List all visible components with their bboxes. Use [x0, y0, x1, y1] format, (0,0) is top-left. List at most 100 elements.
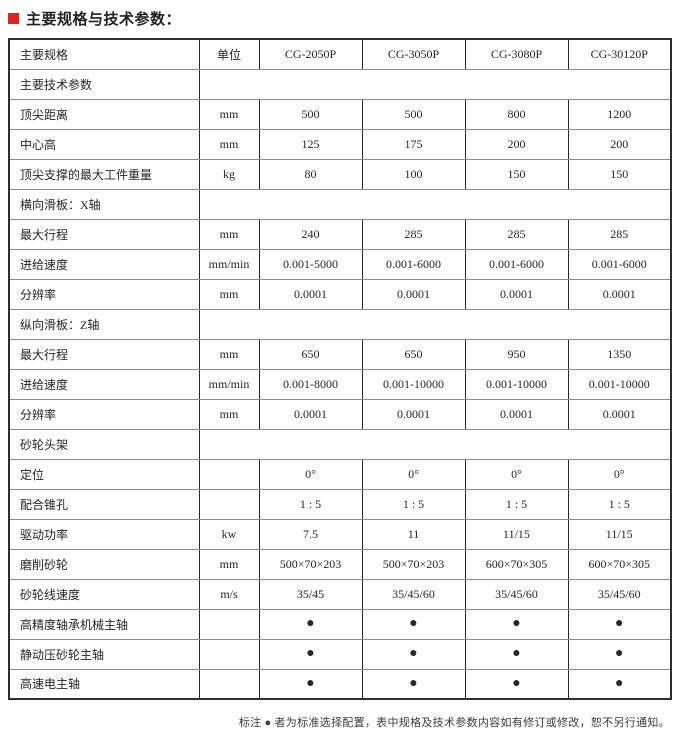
value-cell: 0.0001: [464, 398, 569, 430]
value-cell: 500×70×203: [258, 548, 363, 580]
spec-label-cell: 最大行程: [8, 218, 200, 250]
value-cell: 150: [464, 158, 569, 190]
value-cell: 0.001-5000: [258, 248, 363, 280]
value-cell: 285: [464, 218, 569, 250]
table-row: 定位 0° 0° 0° 0°: [8, 458, 672, 490]
value-cell: 285: [567, 218, 672, 250]
standard-config-dot: ●: [567, 668, 672, 700]
spec-table: 主要规格 单位 CG-2050P CG-3050P CG-3080P CG-30120P …: [8, 38, 672, 700]
value-cell: 800: [464, 98, 569, 130]
value-cell: 1 : 5: [567, 488, 672, 520]
unit-cell: kg: [198, 158, 260, 190]
value-cell: 200: [567, 128, 672, 160]
spec-label-cell: 分辨率: [8, 398, 200, 430]
unit-cell: mm: [198, 338, 260, 370]
unit-cell: mm: [198, 398, 260, 430]
spec-label-cell: 分辨率: [8, 278, 200, 310]
value-cell: 0.0001: [464, 278, 569, 310]
value-cell: 11/15: [567, 518, 672, 550]
unit-cell: kw: [198, 518, 260, 550]
value-cell: 175: [361, 128, 466, 160]
col-header-model: CG-2050P: [258, 38, 363, 70]
spec-label-cell: 进给速度: [8, 368, 200, 400]
table-row: 分辨率 mm 0.0001 0.0001 0.0001 0.0001: [8, 398, 672, 430]
spec-label-cell: 高精度轴承机械主轴: [8, 608, 200, 640]
value-cell: 0.0001: [361, 278, 466, 310]
unit-cell: mm: [198, 98, 260, 130]
section-label-cell: 横向滑板：X轴: [8, 188, 200, 220]
value-cell: 650: [361, 338, 466, 370]
unit-cell: mm: [198, 278, 260, 310]
value-cell: 11: [361, 518, 466, 550]
value-cell: 0.001-10000: [464, 368, 569, 400]
table-row: 最大行程 mm 240 285 285 285: [8, 218, 672, 250]
unit-cell: [198, 608, 260, 640]
table-row: 分辨率 mm 0.0001 0.0001 0.0001 0.0001: [8, 278, 672, 310]
section-row: 横向滑板：X轴: [8, 188, 672, 220]
col-header-unit: 单位: [198, 38, 260, 70]
standard-config-dot: ●: [361, 668, 466, 700]
unit-cell: mm/min: [198, 368, 260, 400]
table-row: 顶尖距离 mm 500 500 800 1200: [8, 98, 672, 130]
value-cell: 240: [258, 218, 363, 250]
spec-label-cell: 顶尖距离: [8, 98, 200, 130]
value-cell: 35/45: [258, 578, 363, 610]
section-label-cell: 砂轮头架: [8, 428, 200, 460]
value-cell: 600×70×305: [464, 548, 569, 580]
unit-cell: [198, 668, 260, 700]
value-cell: 1350: [567, 338, 672, 370]
table-row: 最大行程 mm 650 650 950 1350: [8, 338, 672, 370]
table-row: 驱动功率 kw 7.5 11 11/15 11/15: [8, 518, 672, 550]
value-cell: 35/45/60: [567, 578, 672, 610]
section-row: 砂轮头架: [8, 428, 672, 460]
section-span-cell: [198, 428, 672, 460]
footnote: 标注 ● 者为标准选择配置，表中规格及技术参数内容如有修订或修改，恕不另行通知。: [238, 717, 670, 729]
unit-cell: [198, 458, 260, 490]
value-cell: 650: [258, 338, 363, 370]
standard-config-dot: ●: [258, 668, 363, 700]
table-row: 进给速度 mm/min 0.001-5000 0.001-6000 0.001-6000…: [8, 248, 672, 280]
unit-cell: m/s: [198, 578, 260, 610]
value-cell: 500×70×203: [361, 548, 466, 580]
unit-cell: mm: [198, 548, 260, 580]
spec-label-cell: 中心高: [8, 128, 200, 160]
spec-label-cell: 高速电主轴: [8, 668, 200, 700]
spec-label-cell: 驱动功率: [8, 518, 200, 550]
section-span-cell: [198, 68, 672, 100]
standard-config-dot: ●: [258, 608, 363, 640]
value-cell: 100: [361, 158, 466, 190]
value-cell: 11/15: [464, 518, 569, 550]
spec-label-cell: 顶尖支撑的最大工件重量: [8, 158, 200, 190]
unit-cell: mm: [198, 218, 260, 250]
value-cell: 0.0001: [361, 398, 466, 430]
standard-config-dot: ●: [361, 638, 466, 670]
value-cell: 0.001-10000: [361, 368, 466, 400]
value-cell: 150: [567, 158, 672, 190]
standard-config-dot: ●: [361, 608, 466, 640]
section-row: 纵向滑板：Z轴: [8, 308, 672, 340]
value-cell: 35/45/60: [464, 578, 569, 610]
page-title-text: 主要规格与技术参数：: [26, 10, 182, 28]
col-header-spec: 主要规格: [8, 38, 200, 70]
spec-label-cell: 配合锥孔: [8, 488, 200, 520]
col-header-model: CG-3050P: [361, 38, 466, 70]
value-cell: 0.001-6000: [464, 248, 569, 280]
value-cell: 0°: [361, 458, 466, 490]
value-cell: 1 : 5: [361, 488, 466, 520]
table-row: 静动压砂轮主轴 ● ● ● ●: [8, 638, 672, 670]
value-cell: 1200: [567, 98, 672, 130]
col-header-model: CG-3080P: [464, 38, 569, 70]
value-cell: 1 : 5: [464, 488, 569, 520]
spec-label-cell: 磨削砂轮: [8, 548, 200, 580]
page-title: 主要规格与技术参数：: [0, 0, 677, 28]
value-cell: 0°: [258, 458, 363, 490]
section-span-cell: [198, 308, 672, 340]
value-cell: 0.0001: [567, 398, 672, 430]
value-cell: 0.001-10000: [567, 368, 672, 400]
value-cell: 125: [258, 128, 363, 160]
value-cell: 1 : 5: [258, 488, 363, 520]
standard-config-dot: ●: [258, 638, 363, 670]
table-row: 进给速度 mm/min 0.001-8000 0.001-10000 0.001-100…: [8, 368, 672, 400]
table-row: 顶尖支撑的最大工件重量 kg 80 100 150 150: [8, 158, 672, 190]
